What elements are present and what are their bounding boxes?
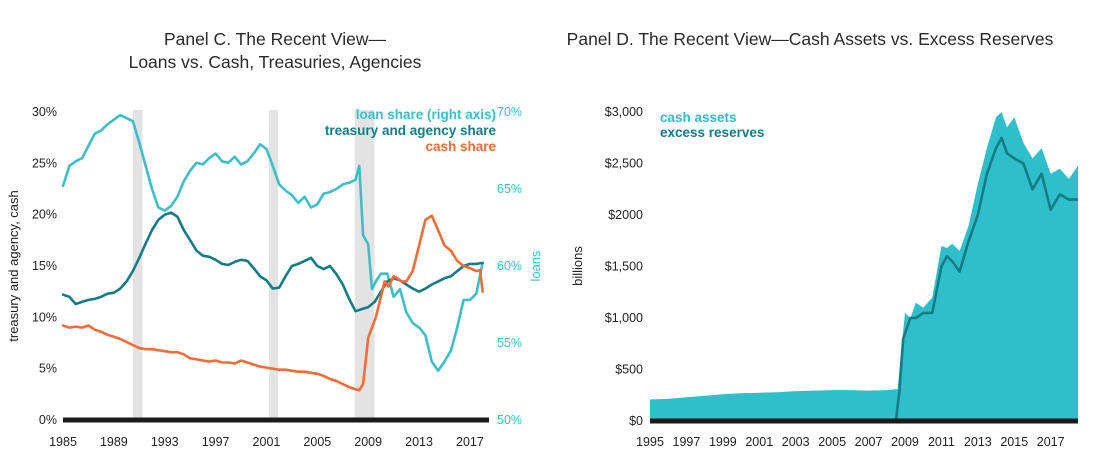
legend-excess-reserves: excess reserves (660, 125, 764, 140)
panel-c-x-tick: 1997 (202, 435, 230, 449)
panel-c-series (61, 113, 484, 392)
panel-c-y-right-tick: 60% (497, 259, 522, 273)
panel-c: Panel C. The Recent View— Loans vs. Cash… (6, 29, 543, 449)
panel-d-tick-labels: 1995 1997 1999 2001 2003 2005 2007 2009 2011 2013… (605, 105, 1065, 449)
legend-cash-assets: cash assets (660, 110, 737, 125)
panel-d-x-tick: 2003 (782, 435, 810, 449)
recession-band-1 (132, 110, 143, 420)
panel-c-y-left-tick: 20% (32, 208, 57, 222)
panel-d-x-tick: 2013 (964, 435, 992, 449)
cash-assets-area (650, 112, 1078, 421)
legend-treasury-share: treasury and agency share (325, 123, 497, 138)
panel-c-x-tick: 2005 (303, 435, 331, 449)
panel-c-x-tick: 1989 (100, 435, 128, 449)
panel-c-y-left-tick: 15% (32, 259, 57, 273)
panel-d-x-tick: 2007 (855, 435, 883, 449)
excess-reserves-line (650, 136, 1078, 423)
panel-c-x-tick: 2013 (405, 435, 433, 449)
panel-c-y-left-tick: 10% (32, 310, 57, 324)
panel-d-y-axis-label: billions (570, 246, 585, 286)
panel-d-y-tick: $1,000 (605, 311, 643, 325)
panel-c-y-left-tick: 30% (32, 105, 57, 119)
panel-c-title-line-1: Panel C. The Recent View— (164, 29, 387, 49)
panel-d-y-tick: $2,500 (605, 157, 643, 171)
panel-d-y-tick: $0 (629, 414, 643, 428)
panel-c-y-left-tick: 5% (39, 362, 57, 376)
loan-share-line (61, 113, 484, 373)
panel-d-series (650, 112, 1078, 423)
recession-band-2 (269, 110, 278, 420)
panel-d-x-tick: 1999 (709, 435, 737, 449)
panel-d-x-tick: 2017 (1037, 435, 1065, 449)
panel-d-x-tick: 2009 (891, 435, 919, 449)
panel-c-x-tick: 2017 (456, 435, 484, 449)
recession-bands (132, 110, 375, 420)
panel-d: Panel D. The Recent View—Cash Assets vs.… (567, 29, 1078, 449)
panel-d-y-tick: $2000 (608, 208, 643, 222)
legend-cash-share: cash share (425, 139, 496, 154)
panel-c-y-right-tick: 70% (497, 105, 522, 119)
panel-d-x-tick: 2011 (928, 435, 955, 449)
panel-d-x-tick: 2005 (818, 435, 846, 449)
panel-c-y-axis-label-right: loans (528, 250, 543, 282)
panel-d-y-tick: $1,500 (605, 260, 643, 274)
panel-d-x-tick: 1997 (673, 435, 701, 449)
panel-d-x-tick: 1995 (636, 435, 664, 449)
panel-d-y-tick: $3,000 (605, 105, 643, 119)
panel-c-y-right-tick: 55% (497, 336, 522, 350)
panel-c-x-tick: 2001 (253, 435, 281, 449)
panel-c-y-right-tick: 65% (497, 182, 522, 196)
panel-d-y-tick: $500 (615, 363, 643, 377)
panel-c-y-axis-label-left: treasury and agency, cash (6, 190, 21, 342)
panel-c-tick-labels: 1985 1989 1993 1997 2001 2005 2009 2013 2017 0% 5%… (32, 105, 522, 449)
panel-d-x-tick: 2001 (745, 435, 773, 449)
panel-c-y-left-tick: 25% (32, 156, 57, 170)
panel-c-y-right-tick: 50% (497, 413, 522, 427)
panel-c-x-tick: 1993 (151, 435, 179, 449)
panel-c-y-left-tick: 0% (39, 413, 57, 427)
panel-c-title-line-2: Loans vs. Cash, Treasuries, Agencies (129, 52, 422, 72)
panel-c-x-tick: 2009 (354, 435, 382, 449)
legend-loan-share: loan share (right axis) (356, 107, 496, 122)
treasury-agency-share-line (61, 211, 484, 313)
cash-share-line (61, 214, 484, 392)
panel-d-x-tick: 2015 (1000, 435, 1028, 449)
panel-c-x-tick: 1985 (49, 435, 77, 449)
panel-d-title: Panel D. The Recent View—Cash Assets vs.… (567, 29, 1054, 49)
